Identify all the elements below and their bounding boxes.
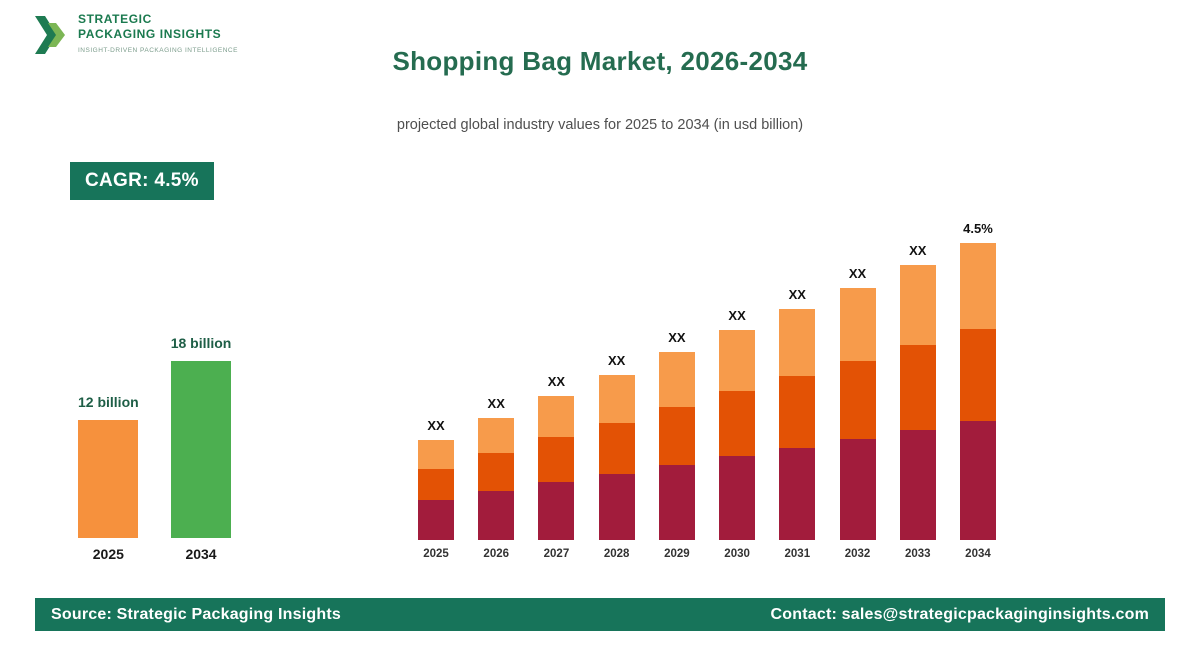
- stacked-bar: [779, 309, 816, 540]
- bar-year-label: 2025: [423, 548, 449, 560]
- summary-bar-group: 18 billion 2034: [171, 335, 232, 562]
- bar-top-label: XX: [607, 353, 626, 368]
- stacked-bar-group: XX 2032: [839, 266, 876, 560]
- bar-segment-top: [418, 440, 454, 469]
- bar-segment-bottom: [839, 439, 876, 540]
- footer-source: Source: Strategic Packaging Insights: [51, 605, 341, 623]
- bar-top-label: 4.5%: [963, 221, 993, 236]
- bar-segment-bottom: [719, 456, 756, 540]
- stacked-bar-group: XX 2027: [538, 374, 575, 560]
- bar-segment-bottom: [478, 491, 515, 540]
- stacked-bar: [839, 288, 876, 540]
- summary-bar: [171, 361, 232, 538]
- stacked-bar: [538, 396, 575, 540]
- bar-year-label: 2025: [92, 546, 124, 562]
- footer-bar: Source: Strategic Packaging Insights Con…: [35, 598, 1165, 631]
- stacked-bar-group: XX 2025: [418, 418, 454, 560]
- stacked-bar-group: 4.5% 2034: [959, 221, 996, 560]
- bar-segment-middle: [418, 469, 454, 500]
- bar-segment-middle: [719, 391, 756, 456]
- logo-line-1: STRATEGIC: [78, 12, 152, 26]
- bar-year-label: 2030: [724, 548, 750, 560]
- bar-segment-bottom: [899, 430, 936, 540]
- bar-top-label: XX: [427, 418, 445, 433]
- bar-year-label: 2028: [603, 548, 630, 560]
- stacked-bar: [478, 418, 515, 540]
- stacked-bar: [598, 375, 635, 540]
- bar-year-label: 2032: [844, 548, 871, 560]
- bar-segment-top: [478, 418, 515, 453]
- bar-top-label: XX: [788, 287, 806, 302]
- stacked-bar-group: XX 2031: [779, 287, 816, 560]
- bar-top-label: XX: [728, 308, 746, 323]
- bar-segment-top: [839, 288, 876, 361]
- stacked-bar: [418, 440, 454, 540]
- bar-year-label: 2031: [784, 548, 811, 560]
- footer-contact: Contact: sales@strategicpackaginginsight…: [770, 605, 1149, 623]
- bar-value-label: 18 billion: [170, 335, 232, 351]
- bar-year-label: 2033: [904, 548, 931, 560]
- bar-segment-top: [959, 243, 996, 329]
- bar-year-label: 2026: [483, 548, 510, 560]
- stacked-bar: [658, 352, 695, 540]
- page-title: Shopping Bag Market, 2026-2034: [392, 46, 808, 76]
- bar-segment-bottom: [779, 448, 816, 540]
- logo-line-2: PACKAGING INSIGHTS: [78, 27, 222, 41]
- bar-segment-top: [658, 352, 695, 407]
- bar-segment-top: [899, 265, 936, 345]
- summary-bar: [78, 420, 139, 538]
- projection-chart: XX 2025 XX 2026 XX 2027 XX 2028 XX 2029 XX 2030 XX 20…: [418, 221, 996, 560]
- bar-segment-top: [779, 309, 816, 376]
- bar-segment-bottom: [598, 474, 635, 540]
- cagr-badge: CAGR: 4.5%: [70, 162, 214, 200]
- bar-segment-top: [598, 375, 635, 423]
- stacked-bar-group: XX 2033: [899, 243, 936, 560]
- bar-segment-bottom: [959, 421, 996, 540]
- chevrons-icon: [35, 12, 69, 63]
- page-subtitle: projected global industry values for 202…: [396, 117, 804, 133]
- bar-segment-top: [538, 396, 575, 437]
- bar-year-label: 2029: [664, 548, 690, 560]
- logo-tagline: INSIGHT-DRIVEN PACKAGING INTELLIGENCE: [78, 47, 238, 54]
- summary-chart: 12 billion 2025 18 billion 2034: [78, 335, 231, 562]
- stacked-bar-group: XX 2026: [478, 396, 515, 560]
- summary-bar-group: 12 billion 2025: [78, 394, 139, 562]
- logo-text: STRATEGIC PACKAGING INSIGHTS INSIGHT-DRI…: [78, 12, 238, 54]
- bar-segment-bottom: [658, 465, 695, 540]
- stacked-bar: [959, 243, 996, 540]
- bar-year-label: 2034: [965, 548, 991, 560]
- bar-top-label: XX: [848, 266, 867, 281]
- bar-top-label: XX: [668, 330, 686, 345]
- stacked-bar-group: XX 2030: [719, 308, 756, 560]
- stacked-bar: [719, 330, 756, 540]
- bar-year-label: 2027: [543, 548, 570, 560]
- bar-segment-middle: [538, 437, 575, 482]
- bar-segment-middle: [899, 345, 936, 430]
- bar-segment-middle: [959, 329, 996, 421]
- bar-segment-middle: [839, 361, 876, 439]
- bar-year-label: 2034: [185, 546, 217, 562]
- bar-top-label: XX: [909, 243, 927, 258]
- bar-segment-bottom: [538, 482, 575, 540]
- bar-segment-bottom: [418, 500, 454, 540]
- bar-segment-middle: [658, 407, 695, 465]
- bar-top-label: XX: [487, 396, 505, 411]
- bar-value-label: 12 billion: [78, 394, 139, 410]
- bar-segment-middle: [779, 376, 816, 448]
- stacked-bar: [899, 265, 936, 540]
- bar-top-label: XX: [547, 374, 566, 389]
- stacked-bar-group: XX 2028: [598, 353, 635, 560]
- logo: STRATEGIC PACKAGING INSIGHTS INSIGHT-DRI…: [35, 12, 238, 63]
- bar-segment-top: [719, 330, 756, 391]
- bar-segment-middle: [598, 423, 635, 474]
- stacked-bar-group: XX 2029: [658, 330, 695, 560]
- bar-segment-middle: [478, 453, 515, 491]
